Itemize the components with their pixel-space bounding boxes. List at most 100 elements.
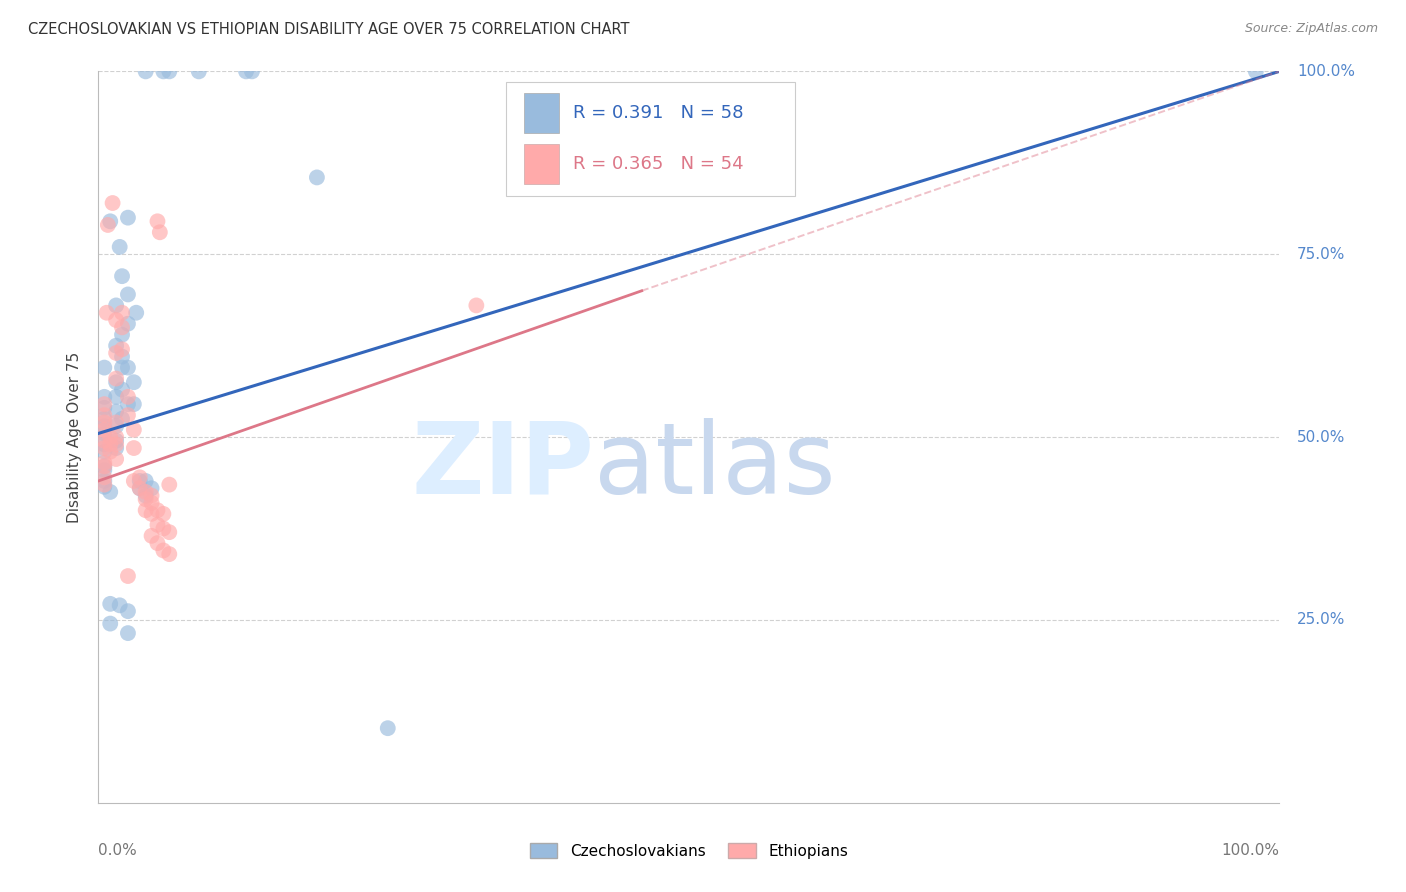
Point [105, 376, 128, 390]
Point [98, 444, 121, 458]
Point [117, 626, 139, 640]
Text: atlas: atlas [595, 417, 837, 515]
Point [111, 412, 134, 426]
Point [135, 64, 157, 78]
Point [141, 507, 163, 521]
Point [93, 408, 115, 422]
Point [105, 298, 128, 312]
Point [135, 492, 157, 507]
Point [122, 474, 145, 488]
Point [93, 444, 115, 458]
Text: ZIP: ZIP [412, 417, 595, 515]
Point [111, 350, 134, 364]
Point [135, 489, 157, 503]
Text: 100.0%: 100.0% [1222, 843, 1279, 858]
Text: 25.0%: 25.0% [1298, 613, 1346, 627]
Point [128, 481, 150, 495]
Point [93, 419, 115, 434]
Bar [523, 93, 560, 133]
Point [377, 721, 399, 735]
Point [117, 604, 139, 618]
Point [157, 525, 180, 540]
Point [117, 569, 139, 583]
Point [135, 474, 157, 488]
Point [93, 416, 115, 430]
Legend: Czechoslovakians, Ethiopians: Czechoslovakians, Ethiopians [524, 837, 853, 864]
Point [105, 404, 128, 418]
Text: 0.0%: 0.0% [98, 843, 138, 858]
Point [111, 360, 134, 375]
Y-axis label: Disability Age Over 75: Disability Age Over 75 [67, 351, 83, 523]
Point [93, 480, 115, 494]
Point [93, 423, 115, 437]
Point [105, 452, 128, 467]
Point [98, 616, 121, 631]
Point [117, 390, 139, 404]
Point [93, 390, 115, 404]
Point [105, 338, 128, 352]
Point [157, 64, 180, 78]
Point [93, 463, 115, 477]
Point [128, 470, 150, 484]
Point [187, 64, 209, 78]
Point [146, 517, 169, 532]
Bar [523, 145, 560, 185]
Point [465, 298, 488, 312]
Point [128, 481, 150, 495]
Point [141, 481, 163, 495]
FancyBboxPatch shape [506, 82, 796, 195]
Point [93, 360, 115, 375]
Point [122, 397, 145, 411]
Point [105, 371, 128, 385]
Point [98, 214, 121, 228]
Point [117, 317, 139, 331]
Point [93, 441, 115, 455]
Point [101, 196, 124, 211]
Text: R = 0.391   N = 58: R = 0.391 N = 58 [574, 104, 744, 122]
Point [117, 287, 139, 301]
Point [93, 477, 115, 491]
Point [93, 459, 115, 474]
Text: 100.0%: 100.0% [1298, 64, 1355, 78]
Point [98, 430, 121, 444]
Point [141, 529, 163, 543]
Point [105, 346, 128, 360]
Point [135, 485, 157, 500]
Point [105, 390, 128, 404]
Point [111, 306, 134, 320]
Point [93, 474, 115, 488]
Point [122, 423, 145, 437]
Point [93, 456, 115, 470]
Point [141, 489, 163, 503]
Point [93, 426, 115, 441]
Point [152, 64, 174, 78]
Point [149, 225, 172, 239]
Point [122, 376, 145, 390]
Point [96, 306, 118, 320]
Point [152, 507, 174, 521]
Point [146, 503, 169, 517]
Point [122, 441, 145, 455]
Point [305, 170, 328, 185]
Text: 50.0%: 50.0% [1298, 430, 1346, 444]
Text: Source: ZipAtlas.com: Source: ZipAtlas.com [1244, 22, 1378, 36]
Point [128, 474, 150, 488]
Point [93, 397, 115, 411]
Point [105, 437, 128, 451]
Point [117, 360, 139, 375]
Point [111, 320, 134, 334]
Text: R = 0.365   N = 54: R = 0.365 N = 54 [574, 155, 744, 173]
Point [1244, 64, 1267, 78]
Point [97, 218, 120, 232]
Point [111, 269, 134, 284]
Point [108, 240, 131, 254]
Point [93, 401, 115, 415]
Point [117, 397, 139, 411]
Point [235, 64, 257, 78]
Point [105, 416, 128, 430]
Point [117, 408, 139, 422]
Point [93, 434, 115, 448]
Point [93, 412, 115, 426]
Point [93, 459, 115, 474]
Point [141, 496, 163, 510]
